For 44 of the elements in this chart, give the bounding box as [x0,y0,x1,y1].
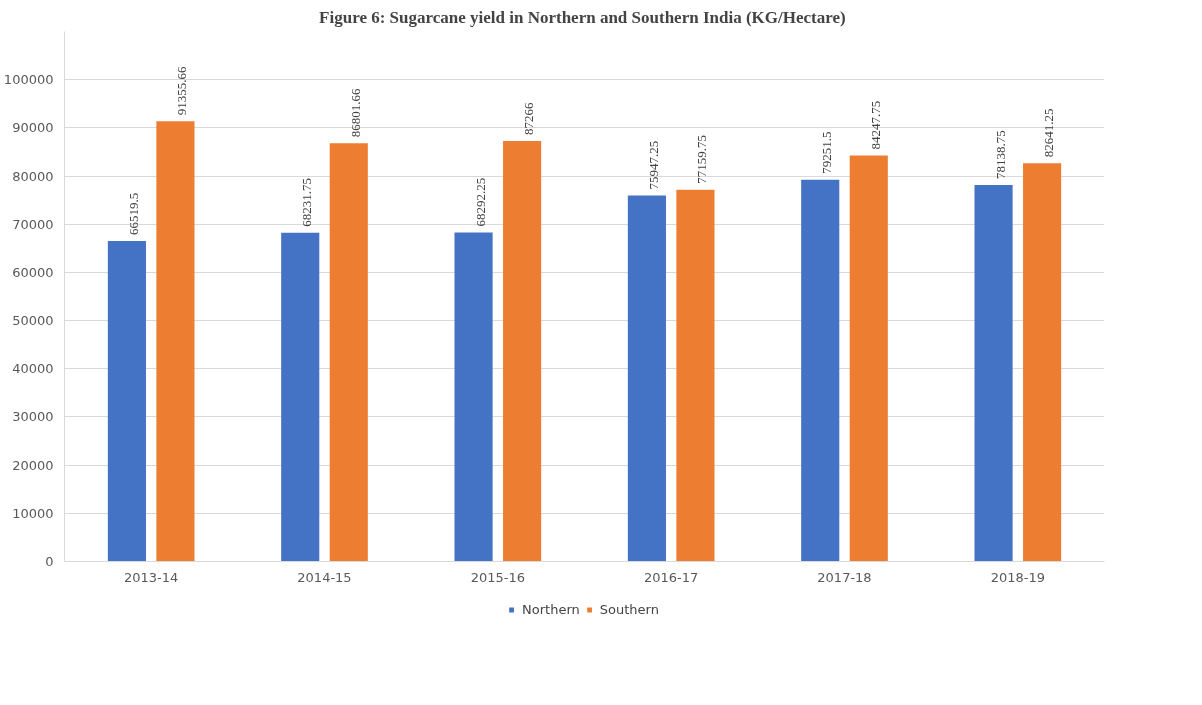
y-tick-label: 0 [45,554,54,569]
x-tick-label: 2014-15 [297,569,352,585]
y-tick-label: 90000 [12,120,54,136]
x-tick-label: 2018-19 [990,569,1045,585]
y-tick-label: 10000 [12,505,54,521]
data-label: 68292.25 [472,177,488,227]
y-tick-label: 20000 [12,457,54,473]
data-label: 86801.66 [347,88,363,138]
data-label: 66519.5 [125,192,141,235]
chart-title: Figure 6: Sugarcane yield in Northern and Southern India (KG/Hectare) [319,7,846,27]
y-tick-label: 80000 [12,168,54,184]
data-label: 68231.75 [299,178,315,227]
data-label: 77159.75 [694,134,710,184]
x-tick-label: 2017-18 [817,569,872,585]
bar [849,155,888,562]
x-tick-label: 2015-16 [470,569,525,585]
data-label: 87266 [521,102,537,136]
bar [454,232,493,562]
bar [801,179,840,562]
bar [329,143,368,562]
data-label: 84247.75 [867,100,883,150]
bar [627,195,666,562]
data-label: 91355.66 [174,66,190,116]
x-tick-label: 2013-14 [124,569,179,585]
legend-label: Southern [599,601,659,617]
bar [107,241,146,562]
bar [974,185,1013,562]
data-label: 82641.25 [1041,108,1057,158]
y-tick-label: 60000 [12,264,54,280]
bar [281,232,320,562]
x-tick-label: 2016-17 [644,569,699,585]
bar [503,141,542,562]
data-label: 79251.5 [819,131,835,174]
y-tick-label: 50000 [12,313,54,329]
legend-label: Northern [522,601,580,617]
data-label: 75947.25 [645,140,661,190]
bar [156,121,195,562]
y-tick-label: 40000 [12,361,54,377]
data-label: 78138.75 [992,130,1008,180]
bar [676,189,715,562]
y-tick-label: 70000 [12,216,54,232]
y-tick-label: 100000 [3,72,54,88]
bar [1023,163,1062,562]
y-tick-label: 30000 [12,409,54,425]
